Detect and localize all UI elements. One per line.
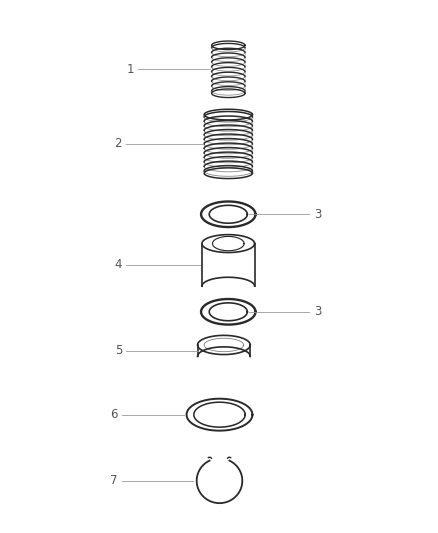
- Text: 3: 3: [313, 208, 321, 221]
- Text: 5: 5: [114, 344, 122, 357]
- Text: 6: 6: [110, 408, 117, 421]
- Text: 3: 3: [313, 305, 321, 318]
- Text: 2: 2: [114, 138, 122, 150]
- Text: 4: 4: [114, 259, 122, 271]
- Text: 1: 1: [126, 63, 134, 76]
- Text: 7: 7: [110, 474, 117, 487]
